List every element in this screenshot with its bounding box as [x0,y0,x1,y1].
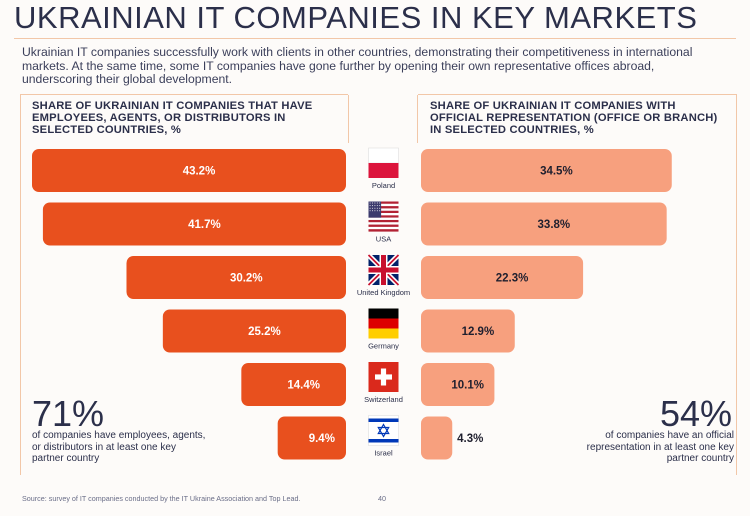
right-summary-text: of companies have an official representa… [586,430,734,464]
source-note: Source: survey of IT companies conducted… [22,494,301,503]
right-summary-value: 54% [659,393,732,434]
israel-flag-icon [368,415,399,446]
left-bar [32,149,346,192]
country-label: Poland [372,181,395,190]
right-bar-label: 34.5% [540,166,573,178]
country-label: Germany [368,342,399,351]
right-bar-label: 10.1% [451,380,484,392]
title-divider [14,38,736,39]
right-bar-label: 12.9% [462,326,495,338]
left-bar-label: 25.2% [248,326,281,338]
left-bar [126,256,346,299]
left-bar [277,416,346,460]
right-panel-frame [417,94,737,475]
right-bar [421,202,667,246]
left-bar [241,363,346,406]
page-number: 40 [378,494,386,503]
left-bar-label: 14.4% [287,380,320,392]
right-bar-label: 4.3% [457,433,483,445]
intro-paragraph: Ukrainian IT companies successfully work… [22,45,693,86]
page-title: UKRAINIAN IT COMPANIES IN KEY MARKETS [14,0,698,35]
right-bar [421,256,584,299]
left-bar [42,202,347,246]
left-bar-label: 30.2% [230,273,263,285]
left-summary-text: of companies have employees, agents, or … [32,430,206,464]
right-bar [421,416,453,460]
germany-flag-icon [368,308,399,339]
country-label: Switzerland [364,395,403,404]
left-bar [162,309,346,353]
left-panel-frame [20,94,349,475]
left-bar-label: 9.4% [309,433,335,445]
right-bar-label: 33.8% [538,219,571,231]
left-chart-title: SHARE OF UKRAINIAN IT COMPANIES THAT HAV… [32,100,313,137]
left-bar-label: 43.2% [183,166,216,178]
country-label: United Kingdom [357,288,410,297]
left-summary-value: 71% [32,393,105,434]
right-chart-title: SHARE OF UKRAINIAN IT COMPANIES WITH OFF… [430,100,718,137]
right-bar [421,309,515,353]
right-bar [421,149,672,192]
country-label: Israel [374,449,393,458]
left-bar-label: 41.7% [188,219,221,231]
switzerland-flag-icon [368,362,399,392]
usa-flag-icon [368,201,399,232]
poland-flag-icon [368,147,399,178]
right-bar [421,363,495,406]
country-label: USA [376,235,391,244]
uk-flag-icon [366,253,401,287]
right-bar-label: 22.3% [496,273,529,285]
